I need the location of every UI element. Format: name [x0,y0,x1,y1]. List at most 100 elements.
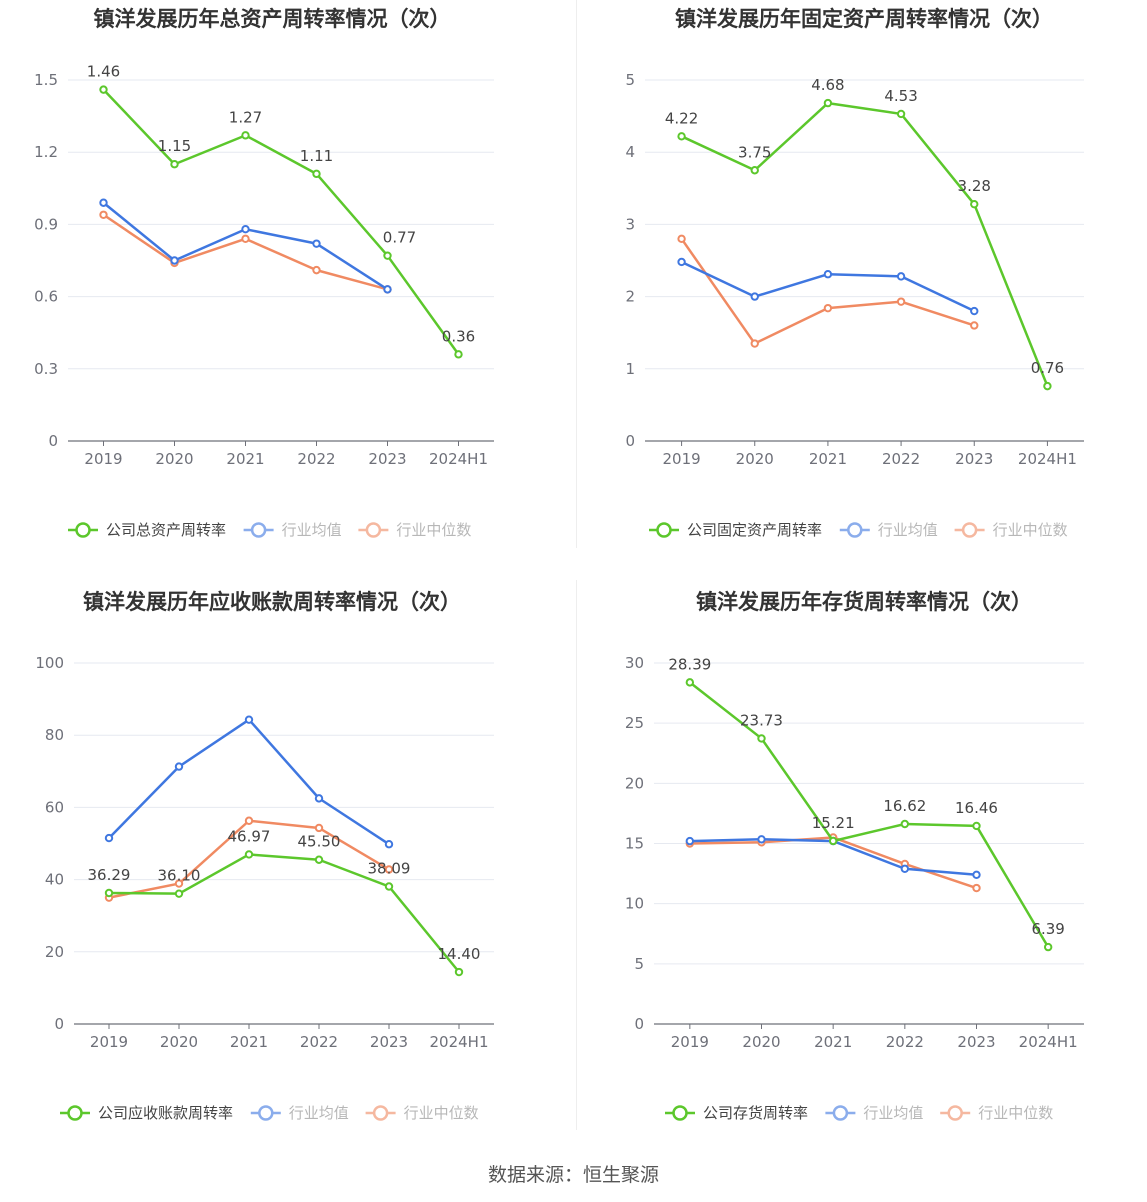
data-point-company [1043,942,1053,952]
data-label: 3.75 [738,143,771,161]
legend-item: 公司存货周转率 [665,1104,808,1122]
data-point-company [244,850,254,859]
y-tick-label: 0 [54,1015,64,1033]
legend-item: 公司总资产周转率 [68,521,226,539]
legend-label: 行业中位数 [978,1104,1053,1122]
y-tick-label: 0 [625,432,635,450]
x-tick-label: 2019 [84,450,122,468]
data-point-company [454,350,463,359]
x-tick-label: 2019 [671,1033,709,1051]
data-label: 4.22 [665,109,698,127]
data-point-median [241,234,250,244]
x-tick-label: 2020 [742,1033,780,1051]
total-asset-turnover-chart: 镇洋发展历年总资产周转率情况（次） 0 0.3 0.6 0.9 1.2 1.5 2019 202… [34,7,494,539]
y-tick-label: 25 [625,714,644,732]
fixed-asset-turnover-chart: 镇洋发展历年固定资产周转率情况（次） 0 1 2 3 4 5 2019 2020 2021 2022… [625,7,1084,539]
data-point-company [757,734,766,743]
legend-item: 公司固定资产周转率 [649,521,822,539]
data-label: 0.76 [1031,359,1064,377]
x-tick-label: 2023 [370,1033,408,1051]
data-point-avg [174,762,184,771]
inventory-turnover-chart: 镇洋发展历年存货周转率情况（次） 0 5 10 15 20 25 30 2019 2020 2021… [625,590,1084,1122]
data-point-median [896,297,906,306]
legend-label: 公司应收账款周转率 [98,1104,233,1122]
data-label: 1.46 [87,63,120,81]
data-label: 23.73 [740,711,783,729]
data-label: 14.40 [438,945,481,963]
data-point-avg [970,306,979,316]
data-point-avg [823,270,833,279]
y-tick-label: 1.2 [34,143,58,161]
data-point-median [823,303,833,313]
data-point-median [384,865,394,874]
x-tick-label: 2022 [300,1033,338,1051]
legend-label: 公司总资产周转率 [106,521,226,539]
data-point-company [170,160,179,169]
x-tick-label: 2022 [886,1033,924,1051]
chart-title: 镇洋发展历年总资产周转率情况（次） [94,7,451,31]
data-point-avg [677,257,686,267]
data-point-avg [314,794,324,803]
legend-label: 公司存货周转率 [703,1104,808,1122]
x-tick-label: 2024H1 [430,1033,489,1051]
legend-marker [75,522,91,538]
data-label: 46.97 [228,827,271,845]
data-label: 1.27 [229,108,262,126]
y-tick-label: 0.9 [34,215,58,233]
y-tick-label: 0 [634,1015,644,1033]
x-tick-label: 2024H1 [1018,450,1077,468]
x-tick-label: 2020 [155,450,193,468]
data-point-avg [896,272,906,281]
data-label: 36.29 [88,866,131,884]
y-tick-label: 20 [625,774,644,792]
data-point-company [454,967,464,977]
y-tick-label: 40 [45,871,64,889]
data-point-median [99,210,108,219]
data-point-avg [750,292,759,301]
data-label: 0.36 [442,327,475,345]
y-tick-label: 2 [625,288,635,306]
legend-label: 行业中位数 [404,1104,479,1122]
data-point-median [314,823,324,833]
data-point-company [750,166,759,175]
data-label: 4.68 [811,76,844,94]
data-point-avg [383,285,392,294]
series-line-company [108,853,460,973]
data-point-company [1043,381,1052,391]
legend-label: 行业均值 [289,1104,349,1122]
x-tick-label: 2020 [160,1033,198,1051]
data-label: 6.39 [1031,920,1064,938]
data-point-company [685,678,695,687]
x-tick-label: 2021 [230,1033,268,1051]
data-point-company [823,98,833,108]
panel-divider-top [576,0,577,548]
data-point-median [677,234,686,244]
data-point-company [384,882,394,891]
data-point-company [241,131,250,140]
y-tick-label: 5 [625,71,635,89]
x-tick-label: 2022 [882,450,920,468]
x-tick-label: 2024H1 [429,450,488,468]
legend-item: 行业中位数 [365,1104,479,1122]
data-point-company [383,251,392,260]
legend-marker [365,522,382,538]
legend-item: 行业均值 [825,1104,923,1122]
data-label: 38.09 [368,859,411,877]
data-point-avg [757,835,766,844]
y-tick-label: 1 [625,360,635,378]
data-point-avg [384,840,394,849]
data-point-company [99,85,108,94]
legend-marker [961,522,978,538]
data-point-avg [104,833,114,843]
legend-label: 公司固定资产周转率 [687,521,822,539]
series-line-avg [102,201,389,291]
data-point-company [677,132,686,141]
legend-item: 行业均值 [243,521,342,539]
legend-label: 行业均值 [282,521,342,539]
data-point-company [896,109,906,119]
x-tick-label: 2023 [955,450,993,468]
data-source-footer: 数据来源：恒生聚源 [487,1164,659,1186]
legend-marker [947,1105,963,1121]
data-label: 28.39 [668,655,711,673]
chart-title: 镇洋发展历年存货周转率情况（次） [696,590,1032,614]
